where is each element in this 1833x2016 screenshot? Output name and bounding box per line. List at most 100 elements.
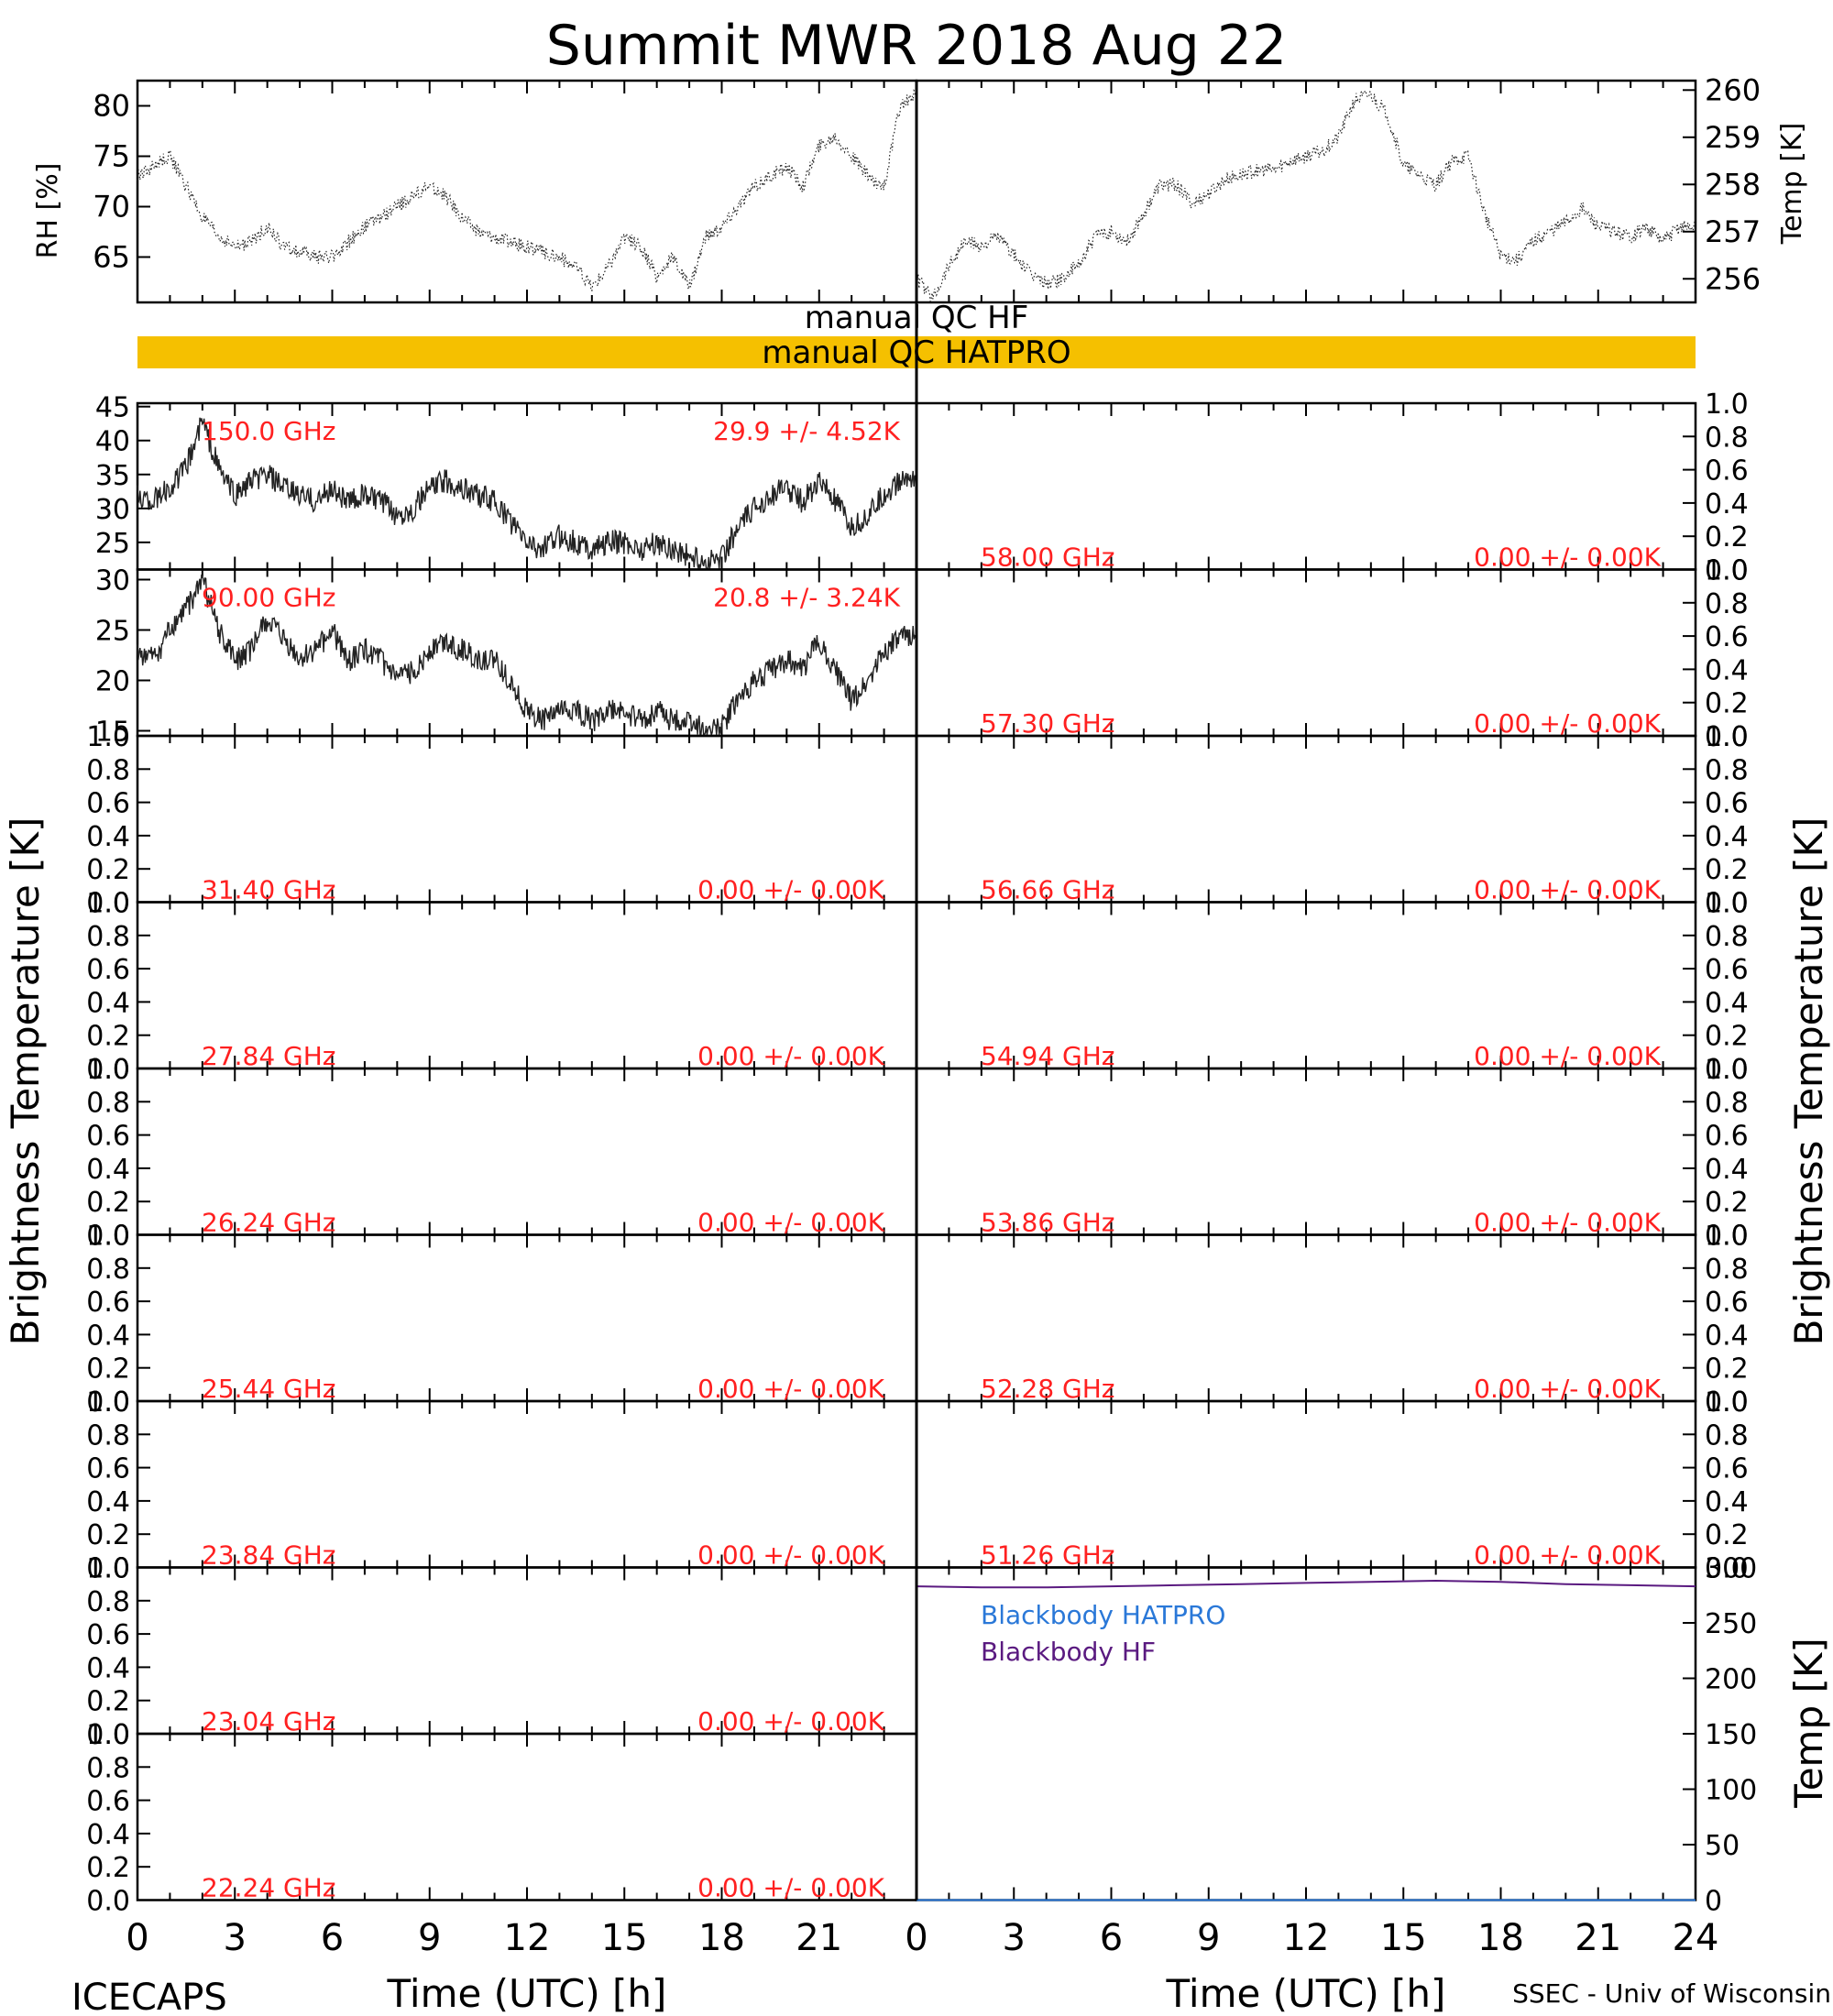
right-panel-0-freq: 58.00 GHz: [981, 542, 1115, 573]
x-tick-label-left: 21: [796, 1917, 842, 1959]
right-panel-3-tick-label: 0.6: [1705, 954, 1749, 986]
rh-tick-label: 75: [93, 139, 130, 174]
left-panel-8-tick-label: 0.4: [86, 1819, 130, 1851]
blackbody-hf-label: Blackbody HF: [981, 1637, 1156, 1667]
left-panel-8-tick-label: 0.6: [86, 1786, 130, 1818]
left-panel-4-tick-label: 0.0: [86, 1221, 130, 1253]
left-panel-8-tick-label: 1.0: [86, 1719, 130, 1751]
right-panel-2-tick-label: 0.4: [1705, 821, 1749, 853]
right-panel-3-stat: 0.00 +/- 0.00K: [1474, 1041, 1661, 1071]
bt-axis-label-right: Brightness Temperature [K]: [1786, 817, 1831, 1346]
rh-tick-label: 65: [93, 240, 130, 275]
x-axis-label-left: Time (UTC) [h]: [387, 1971, 667, 2016]
left-panel-6-tick-label: 1.0: [86, 1386, 130, 1419]
right-panel-1-freq: 57.30 GHz: [981, 708, 1115, 739]
left-panel-6-tick-label: 0.6: [86, 1453, 130, 1485]
right-panel-1-tick-label: 0.4: [1705, 654, 1749, 686]
temp-panel-frame: [915, 79, 1697, 304]
left-panel-1-tick-label: 15: [95, 717, 130, 749]
right-panel-1-tick-label: 0.2: [1705, 688, 1749, 720]
left-panel-3-tick-label: 0.8: [86, 921, 130, 953]
right-panel-5-tick-label: 0.8: [1705, 1254, 1749, 1286]
x-tick-label-right: 6: [1100, 1917, 1123, 1959]
right-panel-5-tick-label: 0.2: [1705, 1353, 1749, 1386]
x-tick-label-right: 21: [1575, 1917, 1621, 1959]
left-panel-6-tick-label: 0.2: [86, 1519, 130, 1551]
blackbody-panel-tick-label: 50: [1705, 1830, 1740, 1862]
right-panel-3-freq: 54.94 GHz: [981, 1041, 1115, 1071]
right-panel-3-tick-label: 1.0: [1705, 888, 1749, 920]
right-panel-4-tick-label: 0.8: [1705, 1087, 1749, 1119]
left-panel-1-tick-label: 30: [95, 565, 130, 597]
left-panel-7-tick-label: 0.8: [86, 1586, 130, 1618]
x-tick-label-left: 6: [321, 1917, 344, 1959]
right-panel-1-tick-label: 0.8: [1705, 588, 1749, 620]
left-panel-7-tick-label: 0.6: [86, 1619, 130, 1651]
temp-tick-label: 260: [1705, 72, 1761, 107]
x-axis-label-right: Time (UTC) [h]: [1166, 1971, 1446, 2016]
right-panel-0-stat: 0.00 +/- 0.00K: [1474, 542, 1661, 573]
left-panel-7-tick-label: 1.0: [86, 1553, 130, 1585]
temp-axis-label: Temp [K]: [1776, 123, 1808, 246]
left-panel-4-tick-label: 0.8: [86, 1087, 130, 1119]
right-panel-1-tick-label: 0.6: [1705, 621, 1749, 653]
right-panel-4-tick-label: 1.0: [1705, 1054, 1749, 1086]
left-panel-2-freq: 31.40 GHz: [202, 875, 336, 905]
rh-axis-label: RH [%]: [32, 163, 64, 259]
left-panel-8-tick-label: 0.8: [86, 1752, 130, 1784]
right-panel-2-tick-label: 1.0: [1705, 721, 1749, 753]
left-panel-5-freq: 25.44 GHz: [202, 1374, 336, 1404]
left-panel-5-tick-label: 0.4: [86, 1320, 130, 1352]
left-panel-4-stat: 0.00 +/- 0.00K: [697, 1208, 884, 1238]
left-panel-2-tick-label: 0.6: [86, 788, 130, 820]
x-tick-label-left: 0: [126, 1917, 148, 1959]
temp-tick-label: 258: [1705, 167, 1761, 202]
right-panel-2-tick-label: 0.0: [1705, 888, 1749, 920]
right-panel-6-tick-label: 0.8: [1705, 1419, 1749, 1452]
left-panel-4-tick-label: 0.6: [86, 1121, 130, 1153]
left-panel-3-stat: 0.00 +/- 0.00K: [697, 1041, 884, 1071]
right-panel-1-stat: 0.00 +/- 0.00K: [1474, 708, 1661, 739]
right-panel-6-tick-label: 0.0: [1705, 1553, 1749, 1585]
right-panel-4-tick-label: 0.2: [1705, 1187, 1749, 1219]
blackbody-panel-tick-label: 100: [1705, 1775, 1757, 1807]
left-panel-5-tick-label: 1.0: [86, 1221, 130, 1253]
left-panel-0-tick-label: 30: [95, 494, 130, 526]
right-panel-4-tick-label: 0.4: [1705, 1154, 1749, 1186]
right-panel-1-tick-label: 0.0: [1705, 721, 1749, 753]
temp-tick-label: 256: [1705, 261, 1761, 296]
right-panel-3-tick-label: 0.0: [1705, 1054, 1749, 1086]
right-panel-5-freq: 52.28 GHz: [981, 1374, 1115, 1404]
left-panel-4-tick-label: 0.2: [86, 1187, 130, 1219]
left-panel-4-tick-label: 0.4: [86, 1154, 130, 1186]
left-panel-3-tick-label: 0.6: [86, 954, 130, 986]
x-tick-label-right: 9: [1197, 1917, 1220, 1959]
x-tick-label-left: 12: [504, 1917, 551, 1959]
left-panel-7-tick-label: 0.4: [86, 1652, 130, 1684]
blackbody-hatpro-label: Blackbody HATPRO: [981, 1600, 1225, 1630]
blackbody-panel-tick-label: 0: [1705, 1886, 1722, 1918]
right-panel-6-tick-label: 0.6: [1705, 1453, 1749, 1485]
left-panel-1-tick-label: 20: [95, 666, 130, 698]
right-panel-5-tick-label: 0.0: [1705, 1386, 1749, 1419]
left-panel-5-tick-label: 0.0: [86, 1386, 130, 1419]
left-panel-6-tick-label: 0.8: [86, 1419, 130, 1452]
figure-title: Summit MWR 2018 Aug 22: [546, 14, 1287, 78]
left-panel-5-tick-label: 0.8: [86, 1254, 130, 1286]
right-panel-5-tick-label: 0.6: [1705, 1287, 1749, 1319]
left-panel-1-freq: 90.00 GHz: [202, 583, 336, 613]
right-panel-0-tick-label: 0.4: [1705, 488, 1749, 520]
left-panel-1-trace: [137, 574, 917, 736]
left-panel-8-tick-label: 0.2: [86, 1852, 130, 1884]
right-panel-4-tick-label: 0.0: [1705, 1221, 1749, 1253]
right-panel-0-tick-label: 0.8: [1705, 422, 1749, 454]
x-tick-label-right: 0: [905, 1917, 927, 1959]
x-tick-label-right: 12: [1283, 1917, 1330, 1959]
x-tick-label-right: 15: [1380, 1917, 1427, 1959]
left-panel-6-freq: 23.84 GHz: [202, 1540, 336, 1571]
left-panel-0-tick-label: 45: [95, 392, 130, 424]
left-panel-1-tick-label: 25: [95, 616, 130, 648]
footer-left: ICECAPS: [71, 1977, 227, 2016]
right-panel-0-tick-label: 0.6: [1705, 455, 1749, 488]
